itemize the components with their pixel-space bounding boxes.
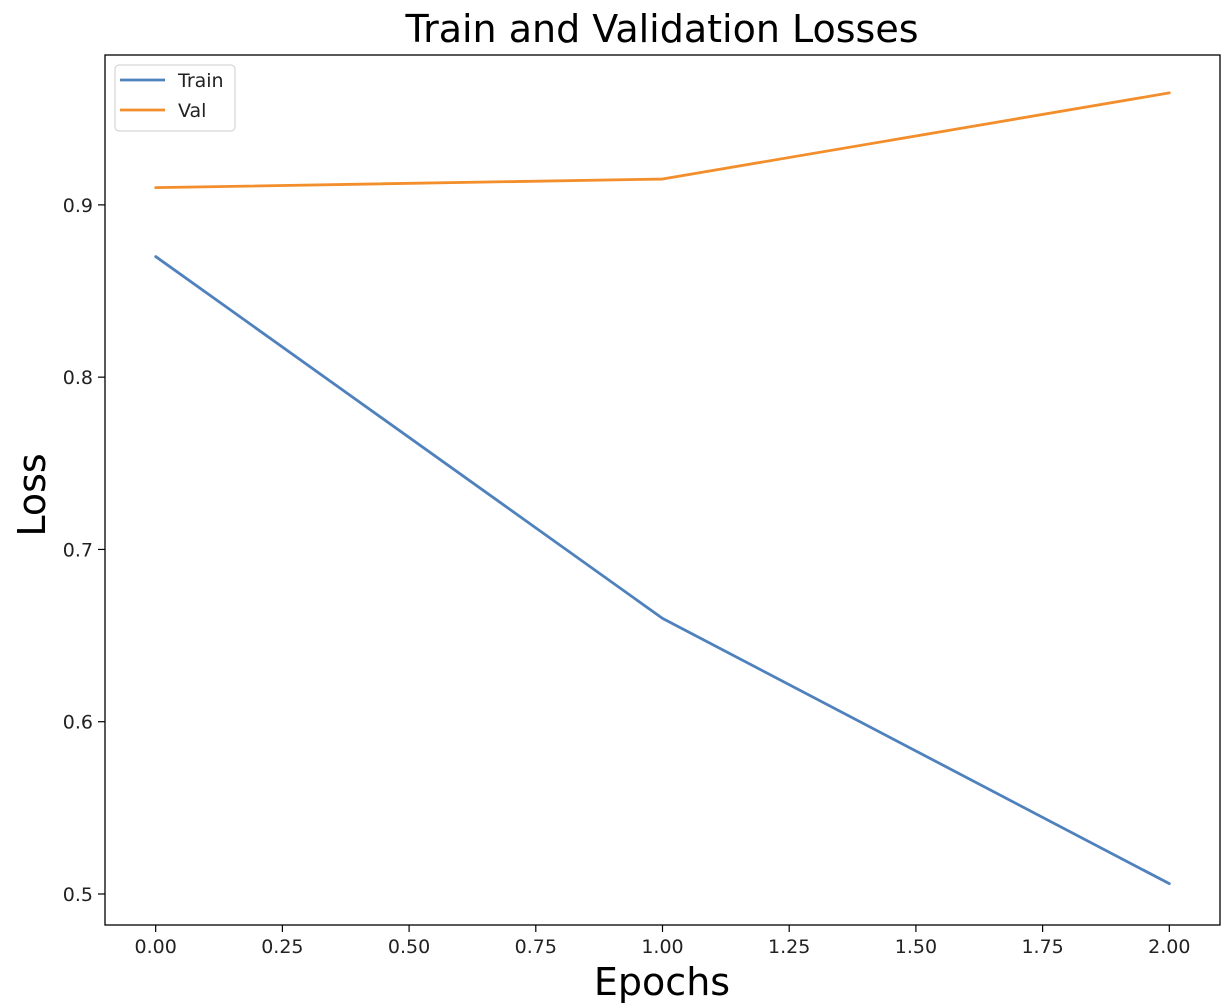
y-tick-label: 0.7 bbox=[63, 539, 93, 561]
y-axis: 0.5 0.6 0.7 0.8 0.9 bbox=[63, 195, 105, 906]
plot-area bbox=[104, 54, 1221, 926]
series-lines bbox=[154, 91, 1171, 886]
y-tick-label: 0.6 bbox=[63, 712, 93, 734]
x-tick-label: 1.50 bbox=[895, 936, 937, 958]
x-tick-label: 2.00 bbox=[1148, 936, 1190, 958]
x-tick-label: 0.00 bbox=[135, 936, 177, 958]
x-tick-label: 0.50 bbox=[388, 936, 430, 958]
y-tick-label: 0.8 bbox=[63, 367, 93, 389]
x-tick-label: 1.25 bbox=[768, 936, 810, 958]
legend-label-train: Train bbox=[177, 70, 224, 92]
series-line-train bbox=[154, 255, 1171, 886]
y-tick-label: 0.5 bbox=[63, 884, 93, 906]
legend: Train Val bbox=[114, 64, 236, 132]
x-tick-label: 1.00 bbox=[641, 936, 683, 958]
x-axis-label: Epochs bbox=[594, 960, 730, 1004]
legend-label-val: Val bbox=[178, 100, 206, 122]
legend-box bbox=[114, 64, 236, 132]
y-axis-label: Loss bbox=[10, 453, 54, 536]
x-tick-label: 1.75 bbox=[1021, 936, 1063, 958]
x-axis: 0.00 0.25 0.50 0.75 1.00 1.25 1.50 1.75 2.00 bbox=[135, 925, 1190, 958]
x-tick-label: 0.25 bbox=[261, 936, 303, 958]
series-line-val bbox=[154, 91, 1171, 190]
y-tick-label: 0.9 bbox=[63, 195, 93, 217]
x-tick-label: 0.75 bbox=[515, 936, 557, 958]
chart-title: Train and Validation Losses bbox=[404, 7, 918, 51]
